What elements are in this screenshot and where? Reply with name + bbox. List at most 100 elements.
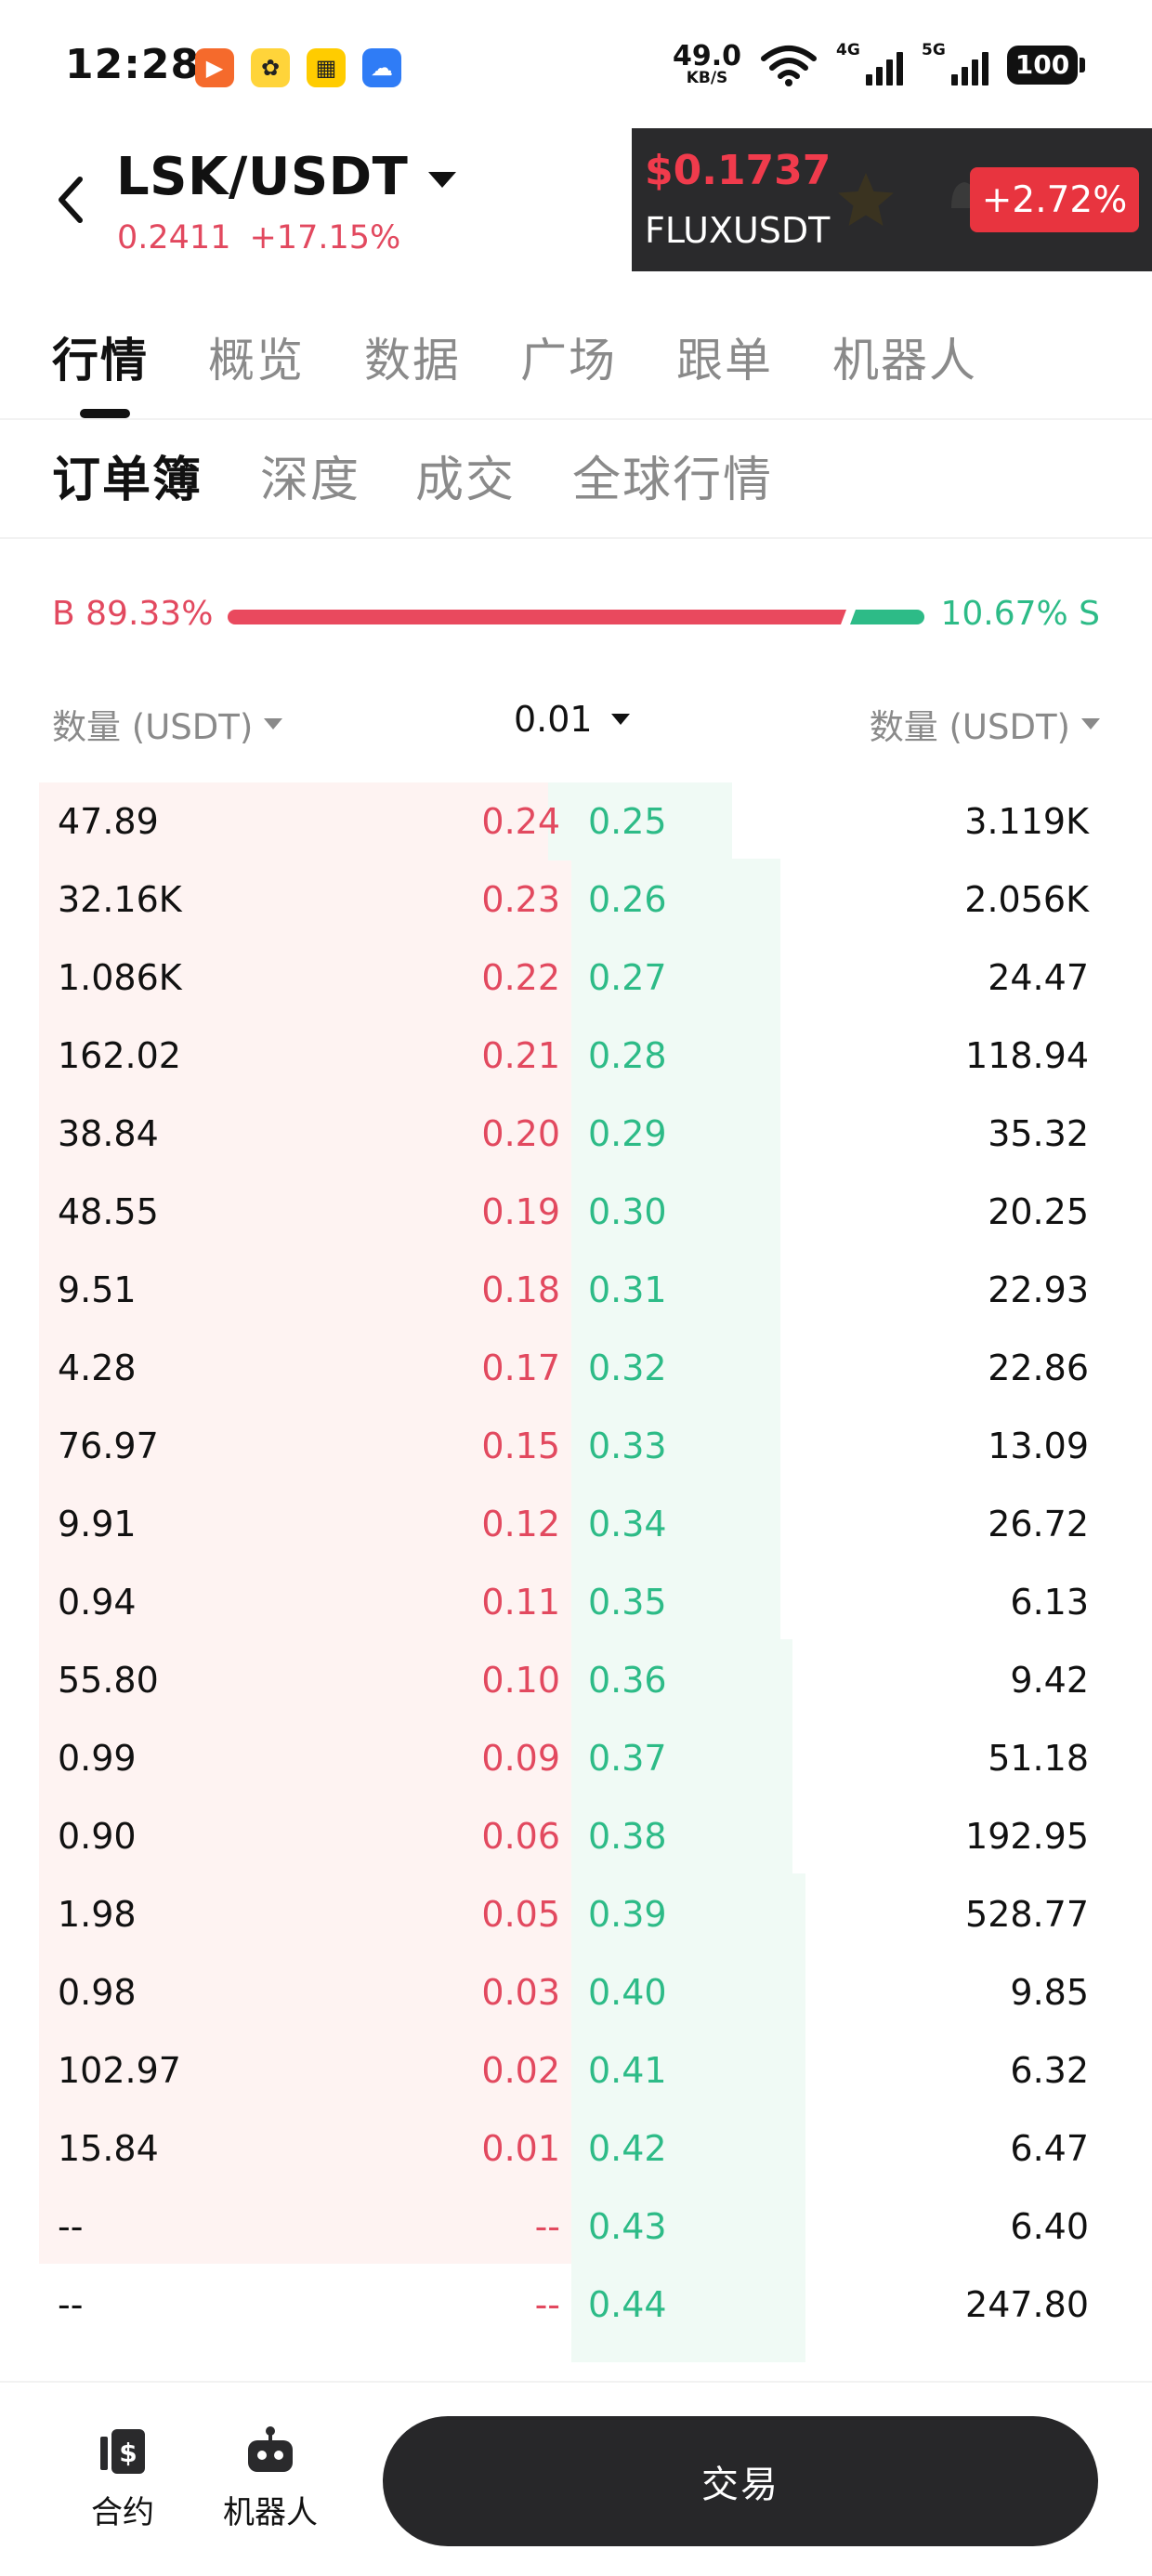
ask-quantity: 6.13 <box>1010 1582 1089 1623</box>
ask-quantity: 6.47 <box>1010 2128 1089 2169</box>
pair-selector[interactable]: LSK/USDT <box>116 147 457 207</box>
order-book-row[interactable]: 0.90 0.06 0.38 192.95 <box>0 1797 1152 1875</box>
net-speed-value: 49.0 <box>672 40 741 72</box>
tab-market[interactable]: 行情 <box>52 334 149 388</box>
bid-price: 0.18 <box>481 1269 560 1310</box>
bid-price: 0.15 <box>481 1426 560 1466</box>
order-book-row[interactable]: 38.84 0.20 0.29 35.32 <box>0 1095 1152 1173</box>
buy-ratio-fill <box>228 610 846 624</box>
tab-copy-trading[interactable]: 跟单 <box>676 334 773 388</box>
bid-price: 0.17 <box>481 1347 560 1388</box>
order-book-row[interactable]: 1.086K 0.22 0.27 24.47 <box>0 939 1152 1017</box>
order-book-row[interactable]: -- -- 0.44 247.80 <box>0 2266 1152 2344</box>
tab-data[interactable]: 数据 <box>364 334 461 388</box>
bid-price: 0.20 <box>481 1113 560 1154</box>
order-book-row[interactable]: 0.99 0.09 0.37 51.18 <box>0 1719 1152 1797</box>
ask-price: 0.39 <box>588 1894 667 1935</box>
bid-price: 0.05 <box>481 1894 560 1935</box>
ask-price: 0.30 <box>588 1191 667 1232</box>
caret-down-icon <box>1081 718 1100 729</box>
bid-quantity: 15.84 <box>58 2128 159 2169</box>
signal-icon: 4G <box>836 41 903 85</box>
tab-order-book[interactable]: 订单簿 <box>52 453 203 508</box>
tab-depth[interactable]: 深度 <box>260 453 361 508</box>
order-book-row[interactable]: 32.16K 0.23 0.26 2.056K <box>0 861 1152 939</box>
bid-qty-header-label: 数量 (USDT) <box>52 707 254 747</box>
bid-price: 0.09 <box>481 1738 560 1779</box>
bid-price: 0.11 <box>481 1582 560 1623</box>
ask-price: 0.29 <box>588 1113 667 1154</box>
order-book-row[interactable]: 0.94 0.11 0.35 6.13 <box>0 1563 1152 1641</box>
ask-price: 0.41 <box>588 2050 667 2091</box>
order-book-row[interactable]: 9.91 0.12 0.34 26.72 <box>0 1485 1152 1563</box>
ask-qty-header-label: 数量 (USDT) <box>869 707 1070 747</box>
order-book-row[interactable]: 47.89 0.24 0.25 3.119K <box>0 782 1152 861</box>
ask-price: 0.28 <box>588 1035 667 1076</box>
buy-sell-ratio-bar <box>228 610 924 624</box>
bid-price: 0.21 <box>481 1035 560 1076</box>
bid-price: 0.24 <box>481 801 560 842</box>
order-book-row[interactable]: 102.97 0.02 0.41 6.32 <box>0 2031 1152 2109</box>
order-book-row[interactable]: -- -- 0.43 6.40 <box>0 2188 1152 2266</box>
net-speed-unit: KB/S <box>686 69 728 87</box>
order-book-row[interactable]: 9.51 0.18 0.31 22.93 <box>0 1251 1152 1329</box>
bot-button[interactable]: 机器人 <box>223 2424 318 2532</box>
video-app-icon: ▶ <box>195 48 234 87</box>
back-button[interactable] <box>48 167 93 232</box>
order-book-row[interactable]: 0.98 0.03 0.40 9.85 <box>0 1953 1152 2031</box>
order-book-row[interactable]: 55.80 0.10 0.36 9.42 <box>0 1641 1152 1719</box>
tab-bots[interactable]: 机器人 <box>832 334 977 388</box>
bid-qty-header[interactable]: 数量 (USDT) <box>52 699 283 749</box>
ask-quantity: 20.25 <box>988 1191 1089 1232</box>
ask-quantity: 6.40 <box>1010 2206 1089 2247</box>
ask-price: 0.26 <box>588 879 667 920</box>
status-bar: 12:28 ▶ ✿ ▦ ☁ 49.0 KB/S 4G 5G <box>0 0 1152 139</box>
bid-quantity: 32.16K <box>58 879 182 920</box>
bot-label: 机器人 <box>223 2494 318 2531</box>
floating-ticker-price: $0.1737 <box>645 147 831 194</box>
star-icon[interactable] <box>834 169 897 232</box>
precision-selector[interactable]: 0.01 <box>514 699 630 740</box>
tab-trades[interactable]: 成交 <box>415 453 517 508</box>
bid-price: 0.10 <box>481 1660 560 1701</box>
status-time: 12:28 <box>65 41 201 88</box>
ask-price: 0.44 <box>588 2284 667 2325</box>
signal-5g-label: 5G <box>922 40 946 59</box>
depth-background <box>0 782 1152 2362</box>
caret-down-icon <box>428 172 457 188</box>
chevron-left-icon <box>59 177 83 223</box>
tab-square[interactable]: 广场 <box>520 334 617 388</box>
ask-price: 0.40 <box>588 1972 667 2013</box>
bid-depth-area <box>39 859 571 2264</box>
news-app-icon: ▦ <box>307 48 346 87</box>
order-book-row[interactable]: 48.55 0.19 0.30 20.25 <box>0 1173 1152 1251</box>
bid-quantity: 102.97 <box>58 2050 181 2091</box>
floating-ticker[interactable]: $0.1737 FLUXUSDT +2.72% <box>632 128 1152 271</box>
notification-icons: ▶ ✿ ▦ ☁ <box>195 48 401 87</box>
contract-icon: $ <box>100 2429 145 2474</box>
tab-overview[interactable]: 概览 <box>208 334 305 388</box>
wifi-icon <box>761 45 817 86</box>
bid-quantity: 0.94 <box>58 1582 137 1623</box>
ask-price: 0.32 <box>588 1347 667 1388</box>
precision-value: 0.01 <box>514 699 593 740</box>
tab-global-market[interactable]: 全球行情 <box>572 453 774 508</box>
sub-tabs: 订单簿 深度 成交 全球行情 <box>0 420 1152 539</box>
ask-qty-header[interactable]: 数量 (USDT) <box>870 699 1100 749</box>
ask-quantity: 6.32 <box>1010 2050 1089 2091</box>
bid-quantity: 162.02 <box>58 1035 181 1076</box>
order-book-row[interactable]: 15.84 0.01 0.42 6.47 <box>0 2109 1152 2188</box>
ask-quantity: 9.85 <box>1010 1972 1089 2013</box>
ask-depth-area <box>571 859 780 1639</box>
trade-button[interactable]: 交易 <box>383 2416 1098 2546</box>
bid-quantity: 48.55 <box>58 1191 159 1232</box>
bid-quantity: -- <box>58 2206 84 2247</box>
order-book-row[interactable]: 76.97 0.15 0.33 13.09 <box>0 1407 1152 1485</box>
active-tab-indicator <box>80 409 130 418</box>
buy-ratio-label: B 89.33% <box>52 595 214 633</box>
order-book-row[interactable]: 162.02 0.21 0.28 118.94 <box>0 1017 1152 1095</box>
bid-price: 0.02 <box>481 2050 560 2091</box>
order-book-row[interactable]: 1.98 0.05 0.39 528.77 <box>0 1875 1152 1953</box>
order-book-row[interactable]: 4.28 0.17 0.32 22.86 <box>0 1329 1152 1407</box>
contract-button[interactable]: $ 合约 <box>91 2424 154 2532</box>
